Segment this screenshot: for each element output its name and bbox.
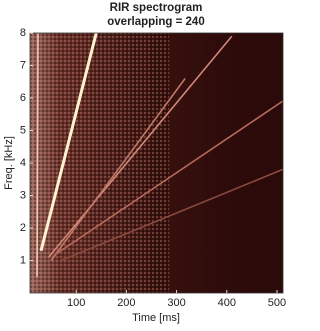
y-tick-label: 5 — [20, 124, 26, 136]
streak — [47, 35, 233, 258]
x-tick-label: 300 — [167, 297, 185, 309]
y-tick-label: 7 — [20, 59, 26, 71]
y-tick-label: 6 — [20, 92, 26, 104]
y-tick-label: 8 — [20, 27, 26, 39]
streak — [50, 78, 186, 261]
energy-texture — [30, 33, 170, 293]
x-axis-label: Time [ms] — [132, 312, 180, 324]
y-tick-label: 1 — [20, 254, 26, 266]
x-tick-label: 500 — [268, 297, 286, 309]
y-tick-label: 3 — [20, 189, 26, 201]
streak — [60, 168, 283, 262]
x-tick-label: 400 — [218, 297, 236, 309]
y-tick-label: 4 — [20, 157, 26, 169]
streak — [39, 32, 98, 252]
x-tick-label: 200 — [117, 297, 135, 309]
chart-title: RIR spectrogram — [110, 2, 203, 14]
y-axis-label: Freq. [kHz] — [3, 136, 15, 190]
streak — [55, 100, 283, 255]
chart-subtitle: overlapping = 240 — [107, 16, 204, 28]
streak — [36, 32, 39, 277]
chart: RIR spectrogram overlapping = 240 Time [… — [3, 2, 286, 324]
x-tick-label: 100 — [67, 297, 85, 309]
y-tick-label: 2 — [20, 222, 26, 234]
